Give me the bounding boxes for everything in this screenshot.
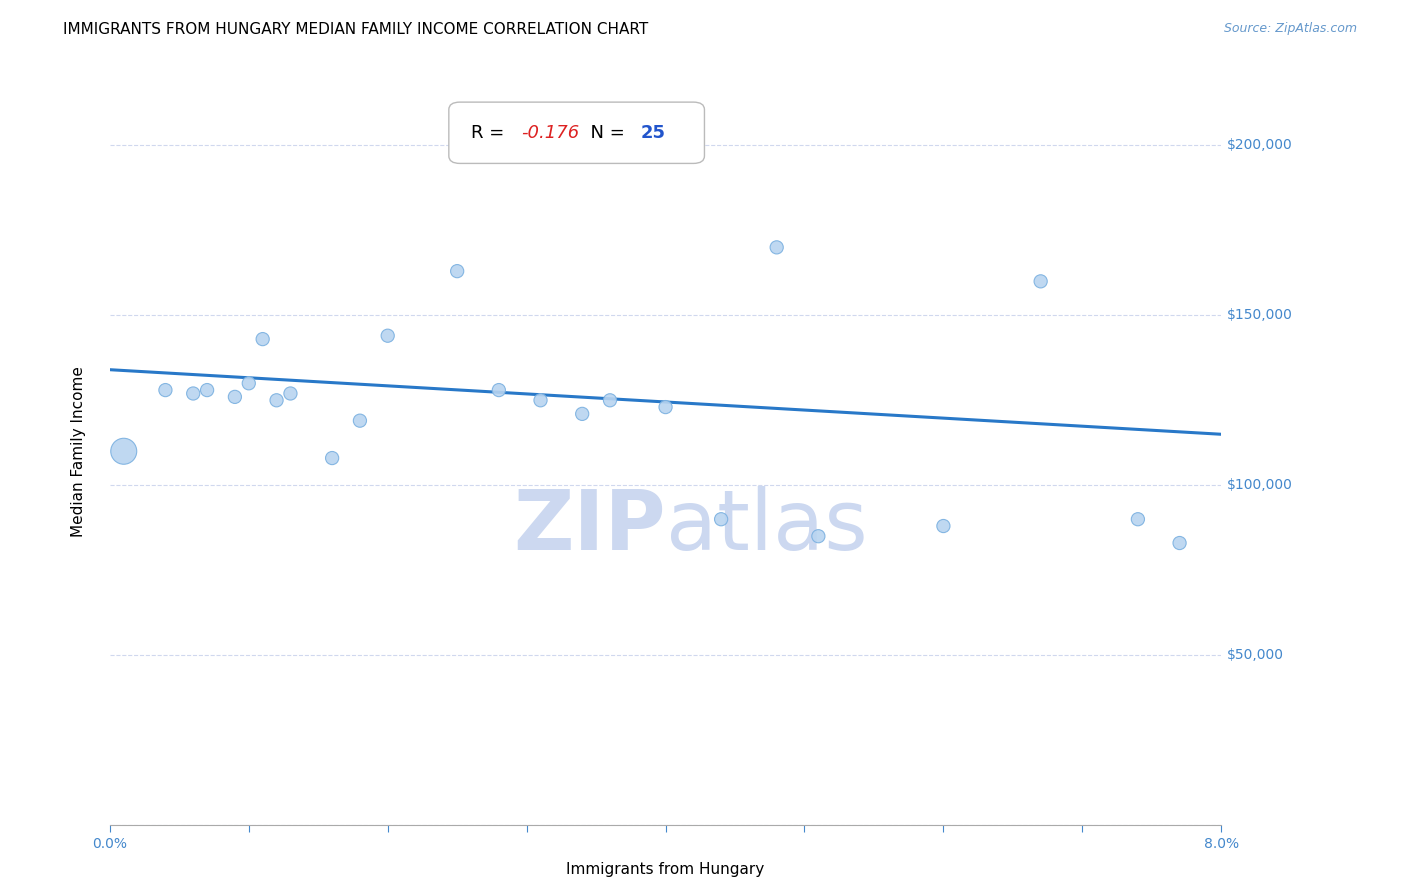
Text: 25: 25 (641, 124, 666, 142)
Y-axis label: Median Family Income: Median Family Income (72, 366, 86, 537)
Point (1126, 512, 1149, 526)
Point (529, 393, 551, 408)
Point (238, 376, 260, 391)
Point (446, 264, 468, 278)
Point (112, 444, 135, 458)
Point (599, 393, 621, 408)
Point (321, 451, 343, 466)
Point (1168, 536, 1191, 550)
Text: $150,000: $150,000 (1227, 309, 1292, 322)
Text: atlas: atlas (665, 485, 868, 566)
FancyBboxPatch shape (449, 102, 704, 163)
Point (252, 332, 274, 346)
Text: ZIP: ZIP (513, 485, 665, 566)
Text: R =: R = (471, 124, 510, 142)
Text: IMMIGRANTS FROM HUNGARY MEDIAN FAMILY INCOME CORRELATION CHART: IMMIGRANTS FROM HUNGARY MEDIAN FAMILY IN… (63, 22, 648, 37)
Point (266, 393, 288, 408)
Text: $200,000: $200,000 (1227, 138, 1292, 153)
Point (1029, 274, 1052, 288)
Point (349, 414, 371, 428)
Point (807, 529, 830, 543)
Point (488, 383, 510, 397)
Point (377, 328, 399, 343)
Point (195, 383, 218, 397)
Point (654, 400, 676, 414)
Text: $50,000: $50,000 (1227, 648, 1284, 662)
Point (224, 390, 246, 404)
Text: $100,000: $100,000 (1227, 478, 1292, 492)
Point (932, 519, 955, 533)
Point (181, 386, 204, 401)
Point (280, 386, 302, 401)
Text: Source: ZipAtlas.com: Source: ZipAtlas.com (1223, 22, 1357, 36)
Text: -0.176: -0.176 (522, 124, 579, 142)
X-axis label: Immigrants from Hungary: Immigrants from Hungary (567, 862, 765, 877)
Text: N =: N = (579, 124, 630, 142)
Point (765, 240, 787, 254)
Point (571, 407, 593, 421)
Point (155, 383, 177, 397)
Point (710, 512, 733, 526)
